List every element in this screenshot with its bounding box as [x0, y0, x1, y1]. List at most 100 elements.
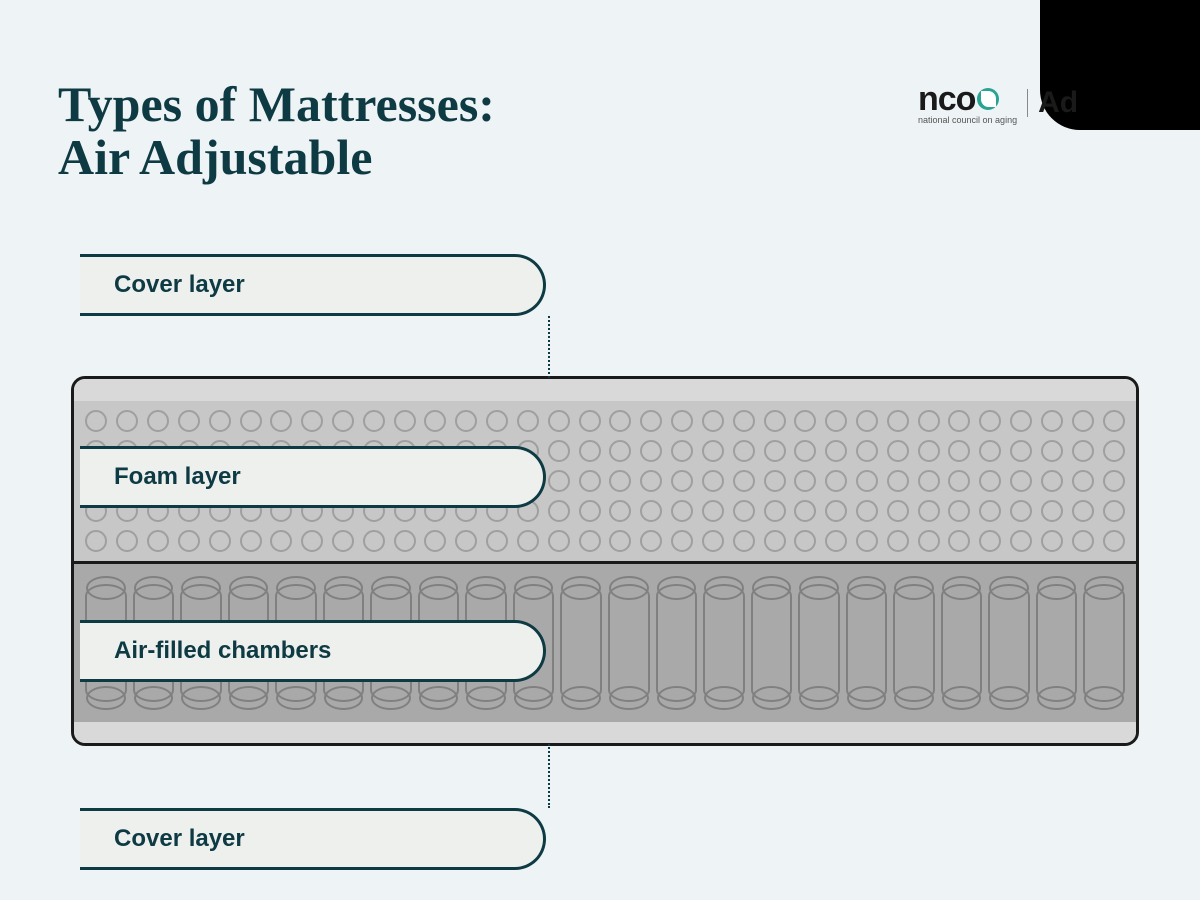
foam-dot: [1072, 470, 1094, 492]
air-cylinder: [608, 584, 650, 702]
foam-dot: [1072, 410, 1094, 432]
foam-dot: [548, 530, 570, 552]
logo-ncoa-block: nco national council on aging: [918, 80, 1017, 125]
foam-dot: [1041, 410, 1063, 432]
foam-dot: [764, 470, 786, 492]
foam-dot: [979, 470, 1001, 492]
air-chamber: [655, 572, 699, 714]
foam-dot: [609, 500, 631, 522]
foam-dot: [85, 530, 107, 552]
air-chamber: [797, 572, 841, 714]
foam-dot: [240, 530, 262, 552]
foam-dot: [85, 410, 107, 432]
foam-dot: [794, 500, 816, 522]
foam-dot: [517, 410, 539, 432]
foam-dot: [116, 530, 138, 552]
foam-dot: [702, 500, 724, 522]
connector-line-1: [548, 744, 550, 808]
foam-dot: [240, 410, 262, 432]
foam-dot: [702, 470, 724, 492]
foam-dot: [640, 440, 662, 462]
air-chamber: [559, 572, 603, 714]
label-pill-cover-top: Cover layer: [80, 254, 546, 316]
foam-dot: [1010, 500, 1032, 522]
foam-dot: [671, 500, 693, 522]
foam-dot: [1103, 470, 1125, 492]
foam-dot: [548, 500, 570, 522]
foam-dot: [671, 410, 693, 432]
label-text-cover-top: Cover layer: [114, 271, 245, 299]
foam-dot: [979, 410, 1001, 432]
foam-dot: [794, 440, 816, 462]
air-cylinder: [751, 584, 793, 702]
foam-dot: [825, 470, 847, 492]
foam-dot: [794, 530, 816, 552]
foam-dot: [887, 410, 909, 432]
foam-dot: [548, 440, 570, 462]
foam-dot: [1041, 500, 1063, 522]
air-chamber: [607, 572, 651, 714]
foam-dot: [455, 410, 477, 432]
foam-dot: [332, 530, 354, 552]
air-cylinder: [703, 584, 745, 702]
foam-dot: [887, 440, 909, 462]
foam-dot: [363, 410, 385, 432]
air-chamber: [845, 572, 889, 714]
foam-dot: [979, 440, 1001, 462]
foam-dot: [733, 440, 755, 462]
foam-dot: [1010, 530, 1032, 552]
cover-layer-top: [74, 379, 1136, 401]
foam-dot: [579, 410, 601, 432]
foam-dot: [856, 530, 878, 552]
foam-dot: [1103, 440, 1125, 462]
foam-dot: [116, 410, 138, 432]
foam-dot: [733, 470, 755, 492]
foam-dot: [764, 440, 786, 462]
foam-dot: [918, 440, 940, 462]
foam-dot: [548, 470, 570, 492]
foam-dot: [486, 530, 508, 552]
foam-dot: [1072, 440, 1094, 462]
foam-dot: [948, 470, 970, 492]
logo-subtext: national council on aging: [918, 115, 1017, 125]
foam-dot: [948, 500, 970, 522]
leaf-icon: [977, 88, 999, 110]
foam-dot: [671, 440, 693, 462]
logo-ncoa: nco: [918, 80, 1017, 119]
connector-line-0: [548, 316, 550, 378]
label-pill-foam: Foam layer: [80, 446, 546, 508]
air-cylinder: [656, 584, 698, 702]
cover-layer-bottom: [74, 722, 1136, 744]
foam-dot: [733, 500, 755, 522]
foam-dot: [486, 410, 508, 432]
foam-dot: [301, 530, 323, 552]
logo-divider: [1027, 89, 1028, 117]
air-chamber: [1082, 572, 1126, 714]
air-chamber: [987, 572, 1031, 714]
foam-dot: [1041, 440, 1063, 462]
title-line-2: Air Adjustable: [58, 129, 372, 185]
foam-dot: [702, 530, 724, 552]
page-title: Types of Mattresses: Air Adjustable: [58, 78, 495, 183]
foam-dot: [794, 470, 816, 492]
foam-dot: [178, 410, 200, 432]
label-text-air: Air-filled chambers: [114, 637, 331, 665]
foam-dot: [209, 410, 231, 432]
foam-dot: [794, 410, 816, 432]
foam-dot: [856, 470, 878, 492]
air-chamber: [750, 572, 794, 714]
foam-dot: [918, 470, 940, 492]
label-pill-cover-bottom: Cover layer: [80, 808, 546, 870]
foam-dot: [918, 530, 940, 552]
foam-dot: [825, 500, 847, 522]
foam-dot: [1041, 470, 1063, 492]
foam-dot: [548, 410, 570, 432]
foam-dot: [1072, 530, 1094, 552]
foam-dot: [178, 530, 200, 552]
foam-dot: [270, 410, 292, 432]
foam-dot: [609, 440, 631, 462]
foam-dot: [825, 530, 847, 552]
foam-dot: [640, 470, 662, 492]
foam-dot: [640, 410, 662, 432]
foam-dot: [887, 500, 909, 522]
